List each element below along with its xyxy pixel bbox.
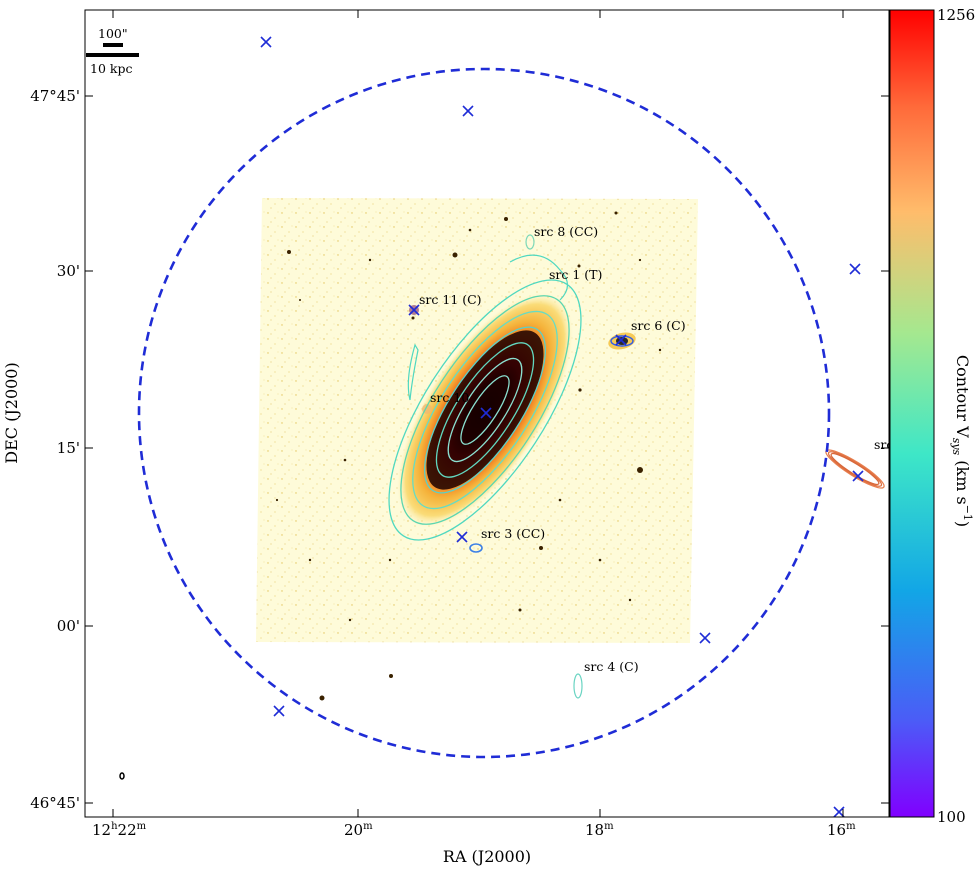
x-marker	[408, 304, 420, 316]
star	[468, 228, 472, 232]
star	[348, 618, 352, 622]
contour	[412, 310, 558, 510]
x-marker	[852, 470, 864, 482]
primary-beam-circle	[137, 67, 831, 759]
scale-bar: 100" 10 kpc	[86, 26, 139, 76]
contour	[509, 254, 569, 301]
star	[658, 348, 662, 352]
x-tick-label: 12h22m	[92, 821, 147, 839]
y-tick-label: 47°45'	[30, 87, 80, 105]
y-tick-label: 00'	[57, 617, 80, 635]
source-label: src 11 (C)	[419, 292, 482, 307]
colorbar-max-label: 1256	[937, 6, 975, 24]
scale-bar-angular: 100"	[98, 26, 128, 41]
hi-contours	[388, 234, 885, 699]
star	[518, 608, 522, 612]
y-tick-label: 46°45'	[30, 794, 80, 812]
contour	[525, 234, 535, 250]
star	[504, 217, 508, 221]
x-marker	[273, 705, 285, 717]
contour	[827, 451, 883, 487]
star	[319, 695, 325, 701]
star	[578, 388, 582, 392]
beam-ellipse	[119, 772, 125, 780]
star	[389, 674, 393, 678]
scale-bar-physical: 10 kpc	[90, 61, 132, 76]
axis-ticks	[85, 10, 889, 817]
x-marker	[456, 531, 468, 543]
x-marker	[833, 806, 845, 817]
colorbar: 1256 100 Contour Vsys (km s−1)	[889, 6, 975, 826]
x-marker	[849, 263, 861, 275]
contour	[435, 342, 535, 478]
y-tick-label: 15'	[57, 439, 80, 457]
x-marker	[260, 36, 272, 48]
x-tick-label: 20m	[344, 821, 373, 839]
star	[628, 598, 632, 602]
source-label: src 3 (CC)	[481, 526, 545, 541]
contour	[388, 279, 582, 541]
star	[638, 258, 642, 262]
contour	[400, 295, 570, 525]
star	[452, 252, 458, 258]
colorbar-title: Contour Vsys (km s−1)	[950, 355, 974, 527]
star	[343, 458, 347, 462]
star	[411, 316, 415, 320]
star	[308, 558, 312, 562]
x-marker	[462, 105, 474, 117]
source-markers	[260, 36, 864, 817]
star	[614, 211, 618, 215]
contour	[423, 326, 547, 494]
y-tick-labels: 47°45' 30' 15' 00' 46°45'	[30, 87, 80, 812]
contour	[407, 343, 419, 401]
star	[275, 498, 279, 502]
x-marker	[480, 407, 492, 419]
star	[539, 546, 543, 550]
contour	[830, 452, 880, 486]
x-tick-labels: 12h22m 20m 18m 16m	[92, 821, 856, 839]
contour	[460, 375, 510, 445]
x-marker	[615, 334, 627, 346]
source-label: src 10	[430, 390, 469, 405]
source-label: src 4 (C)	[584, 659, 639, 674]
star	[598, 558, 602, 562]
x-tick-label: 16m	[827, 821, 856, 839]
star	[299, 299, 301, 301]
y-axis-title: DEC (J2000)	[2, 362, 21, 463]
x-axis-title: RA (J2000)	[443, 847, 531, 866]
star	[577, 264, 581, 268]
star	[368, 258, 372, 262]
x-marker	[699, 632, 711, 644]
colorbar-min-label: 100	[937, 808, 966, 826]
field-stars	[275, 211, 662, 701]
contour	[610, 335, 634, 347]
x-tick-label: 18m	[585, 821, 614, 839]
source-label: src 1 (T)	[549, 267, 602, 282]
source-label: src 6 (C)	[631, 318, 686, 333]
star	[558, 498, 562, 502]
contour	[447, 357, 523, 463]
y-tick-label: 30'	[57, 262, 80, 280]
star	[287, 250, 291, 254]
source-label: src 8 (CC)	[534, 224, 598, 239]
contour	[469, 543, 483, 553]
star	[637, 467, 643, 473]
star	[388, 558, 392, 562]
contour	[573, 673, 583, 699]
